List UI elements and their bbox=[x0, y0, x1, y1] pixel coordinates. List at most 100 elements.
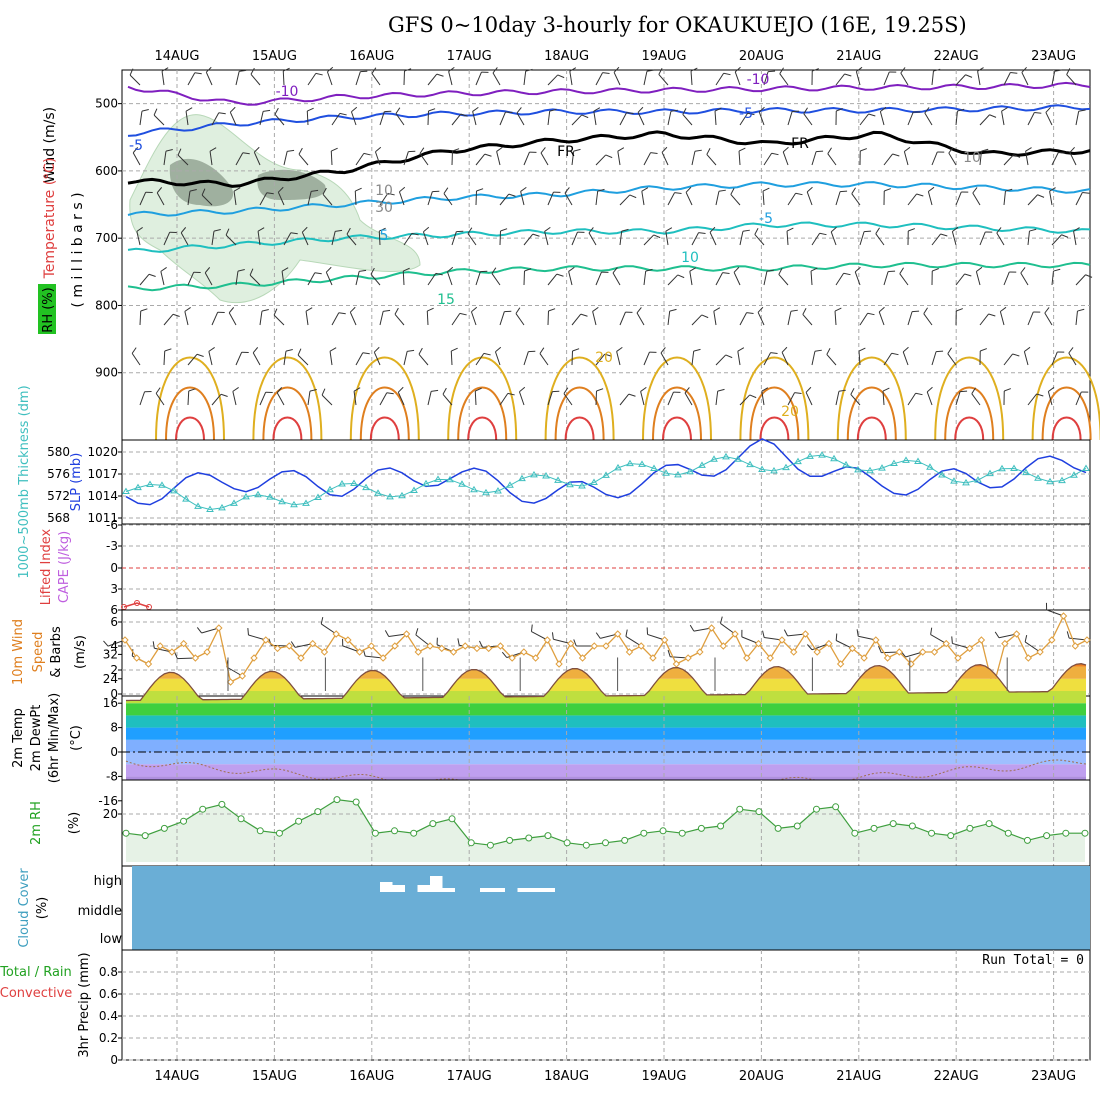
wind10-label-c: & Barbs bbox=[49, 626, 64, 678]
rh-marker bbox=[507, 837, 513, 843]
rh-marker bbox=[276, 830, 282, 836]
wind10-unit: (m/s) bbox=[73, 635, 88, 669]
barb-flag bbox=[1034, 113, 1041, 114]
tick-label: 16 bbox=[103, 696, 118, 710]
rh-marker bbox=[698, 825, 704, 831]
rh-marker bbox=[1082, 830, 1088, 836]
temp2m-label-b: 2m DewPt bbox=[29, 705, 44, 772]
rh-marker bbox=[737, 806, 743, 812]
contour-label: 15 bbox=[437, 292, 455, 308]
date-label-bottom: 19AUG bbox=[641, 1069, 686, 1084]
rh-marker bbox=[583, 842, 589, 848]
tick-label: 600 bbox=[95, 164, 118, 178]
cloud-bar bbox=[480, 888, 493, 892]
cloud-level-label: low bbox=[100, 932, 123, 947]
precip-total-label: Total / Rain bbox=[0, 965, 72, 980]
barb-flag bbox=[103, 641, 108, 646]
rh-marker bbox=[603, 840, 609, 846]
tick-label: -3 bbox=[106, 539, 118, 553]
barb-flag bbox=[1082, 193, 1089, 194]
temp-band bbox=[126, 703, 1086, 715]
contour-label: 20 bbox=[781, 404, 799, 420]
wind10-label-a: 10m Wind bbox=[11, 619, 26, 685]
date-label-bottom: 20AUG bbox=[739, 1069, 784, 1084]
rh-marker bbox=[871, 825, 877, 831]
cloud-level-label: high bbox=[94, 874, 122, 889]
tick-label: 576 bbox=[47, 467, 70, 481]
rh-marker bbox=[334, 797, 340, 803]
chart-title: GFS 0~10day 3-hourly for OKAUKUEJO (16E,… bbox=[388, 13, 967, 37]
tick-label: 6 bbox=[110, 615, 118, 629]
rh-marker bbox=[833, 804, 839, 810]
precip-ticks: 0.80.60.40.20 bbox=[99, 965, 122, 1067]
date-label-top: 19AUG bbox=[641, 49, 686, 64]
contour-label: 30 bbox=[375, 200, 393, 216]
temp2m-label-c: (6hr Min/Max) bbox=[47, 693, 62, 783]
barb-flag bbox=[952, 636, 953, 643]
pressure-axis-label: ( m i l l i b a r s ) bbox=[70, 192, 86, 307]
rh-marker bbox=[142, 833, 148, 839]
cloud-bar bbox=[380, 882, 393, 892]
rh-marker bbox=[909, 823, 915, 829]
rh-marker bbox=[718, 823, 724, 829]
cloud-level-label: middle bbox=[78, 904, 122, 919]
cloud-bar bbox=[530, 888, 543, 892]
tick-label: -6 bbox=[106, 518, 118, 532]
rh-marker bbox=[1005, 830, 1011, 836]
temp-band bbox=[126, 715, 1086, 727]
rh-marker bbox=[1044, 833, 1050, 839]
date-label-bottom: 16AUG bbox=[349, 1069, 394, 1084]
cloud-bar bbox=[418, 885, 431, 892]
barb-flag bbox=[836, 634, 837, 641]
rh-marker bbox=[852, 830, 858, 836]
date-label-bottom: 17AUG bbox=[447, 1069, 492, 1084]
cloud-bar bbox=[493, 888, 506, 892]
rh-marker bbox=[1024, 837, 1030, 843]
rh-marker bbox=[238, 816, 244, 822]
rh-marker bbox=[564, 840, 570, 846]
tick-label: 1014 bbox=[87, 489, 118, 503]
barb-flag bbox=[960, 391, 967, 392]
rh-marker bbox=[257, 828, 263, 834]
rh-marker bbox=[641, 830, 647, 836]
date-label-bottom: 22AUG bbox=[934, 1069, 979, 1084]
rh-marker bbox=[526, 835, 532, 841]
rh-marker bbox=[449, 816, 455, 822]
date-label-top: 23AUG bbox=[1031, 49, 1076, 64]
barb-flag bbox=[1010, 73, 1017, 74]
rh-marker bbox=[775, 825, 781, 831]
date-label-top: 17AUG bbox=[447, 49, 492, 64]
rh-marker bbox=[794, 823, 800, 829]
barb-flag bbox=[936, 351, 943, 352]
cloud-bar bbox=[430, 876, 443, 892]
barb-flag bbox=[1058, 153, 1065, 154]
rh-marker bbox=[392, 828, 398, 834]
lifted-index-axis-label: Lifted Index bbox=[39, 528, 54, 605]
contour-label: 10 bbox=[681, 250, 699, 266]
rh2m-panel: 20 2m RH (%) bbox=[29, 780, 1090, 866]
rh-marker bbox=[545, 833, 551, 839]
cloud-label: Cloud Cover bbox=[17, 868, 32, 948]
tick-label: 572 bbox=[47, 489, 70, 503]
run-total: Run Total = 0 bbox=[982, 953, 1084, 968]
thickness-axis-label: 1000~500mb Thickness (dm) bbox=[17, 385, 32, 578]
rh-marker bbox=[487, 842, 493, 848]
tick-label: 3 bbox=[110, 582, 118, 596]
cloud-bar bbox=[393, 885, 406, 892]
date-label-top: 15AUG bbox=[252, 49, 297, 64]
date-label-bottom: 14AUG bbox=[154, 1069, 199, 1084]
rh-marker bbox=[411, 830, 417, 836]
barb-flag bbox=[792, 111, 799, 112]
rh2m-unit: (%) bbox=[67, 812, 82, 835]
rh2m-label: 2m RH bbox=[29, 801, 44, 845]
barb-flag bbox=[816, 151, 823, 152]
contour-label: -10 bbox=[276, 84, 299, 100]
